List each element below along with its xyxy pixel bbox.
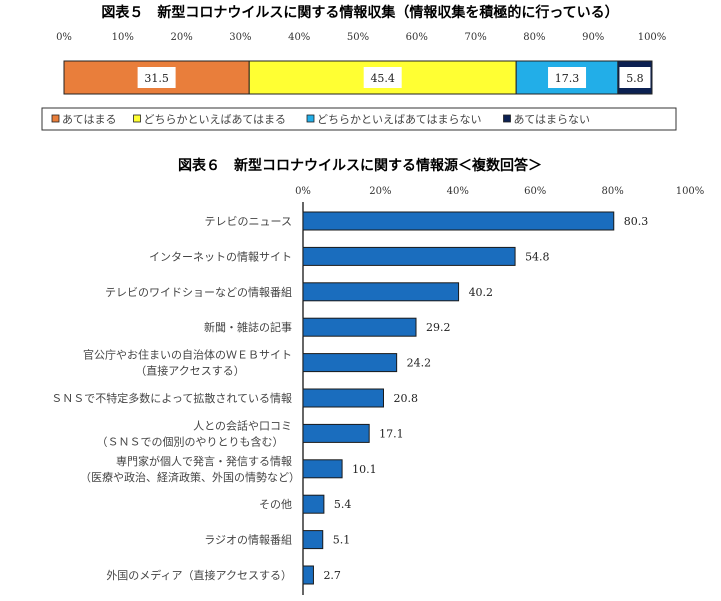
chart6-category-label: ラジオの情報番組 bbox=[204, 534, 292, 547]
chart6-data-label: 10.1 bbox=[352, 463, 377, 476]
chart6-category-label: 人との会話や口コミ bbox=[193, 418, 292, 432]
chart5-data-label: 31.5 bbox=[144, 72, 169, 85]
chart5-data-label-bg bbox=[619, 67, 651, 88]
chart5-data-label: 5.8 bbox=[626, 72, 644, 85]
chart5-data-label: 45.4 bbox=[370, 72, 395, 85]
chart5-tick-label: 70% bbox=[464, 32, 486, 43]
chart6-category-label: （医療や政治、経済政策、外国の情勢など） bbox=[80, 470, 300, 484]
chart6-category-label: テレビのニュース bbox=[205, 215, 292, 228]
chart6-data-label: 5.4 bbox=[334, 498, 352, 511]
chart6-data-label: 24.2 bbox=[407, 357, 432, 370]
chart6-category-label: 官公庁やお住まいの自治体のＷＥＢサイト bbox=[83, 348, 292, 362]
chart5-tick-label: 40% bbox=[288, 32, 310, 43]
legend-label: どちらかといえばあてはまる bbox=[144, 113, 287, 126]
chart6-bar bbox=[302, 423, 370, 443]
chart5-title: 図表５ 新型コロナウイルスに関する情報収集（情報収集を積極的に行っている） bbox=[101, 4, 618, 21]
chart5-tick-label: 80% bbox=[523, 32, 545, 43]
chart6-category-label: ＳＮＳで不特定多数によって拡散されている情報 bbox=[51, 391, 292, 405]
chart6-category-label: （ＳＮＳでの個別のやりとりも含む） bbox=[97, 434, 284, 448]
chart5-data-label-bg bbox=[363, 67, 402, 88]
chart6-tick-label: 0% bbox=[295, 186, 311, 197]
chart5-tick-label: 50% bbox=[347, 32, 369, 43]
chart6-category-label: テレビのワイドショーなどの情報番組 bbox=[105, 286, 292, 299]
chart5-tick-label: 10% bbox=[112, 32, 134, 43]
chart6-data-label: 2.7 bbox=[323, 569, 341, 582]
legend-label: あてはまらない bbox=[514, 113, 591, 126]
legend-swatch bbox=[306, 114, 315, 123]
chart6-data-label: 29.2 bbox=[426, 321, 451, 334]
chart6-data-label: 20.8 bbox=[393, 392, 418, 405]
chart6-tick-label: 60% bbox=[524, 186, 546, 197]
chart6-bar bbox=[302, 282, 460, 302]
chart5-data-label: 17.3 bbox=[555, 72, 580, 85]
chart6-data-label: 80.3 bbox=[624, 215, 649, 228]
chart6-category-label: その他 bbox=[259, 498, 292, 511]
chart5-data-label-bg bbox=[137, 67, 176, 88]
chart6-tick-label: 80% bbox=[601, 186, 623, 197]
chart6-category-label: （直接アクセスする） bbox=[135, 364, 244, 378]
chart6-bar bbox=[302, 211, 615, 231]
chart6-bar bbox=[302, 530, 324, 550]
chart6-tick-label: 100% bbox=[676, 186, 705, 197]
chart6-data-label: 40.2 bbox=[469, 286, 494, 299]
chart5-data-label-bg bbox=[548, 67, 587, 88]
chart6-bar bbox=[302, 246, 516, 266]
chart6-category-label: 新聞・雑誌の記事 bbox=[204, 320, 292, 334]
chart5-tick-label: 100% bbox=[638, 32, 667, 43]
chart5-tick-label: 60% bbox=[406, 32, 428, 43]
chart6-tick-label: 40% bbox=[447, 186, 469, 197]
chart6-data-label: 54.8 bbox=[525, 250, 550, 263]
chart6-bar bbox=[302, 388, 384, 408]
chart5-tick-label: 20% bbox=[170, 32, 192, 43]
chart6-bar bbox=[302, 317, 417, 337]
chart6-category-label: インターネットの情報サイト bbox=[149, 250, 292, 263]
chart6-category-label: 専門家が個人で発言・発信する情報 bbox=[116, 454, 292, 468]
legend-label: あてはまる bbox=[62, 113, 117, 126]
chart5-tick-label: 30% bbox=[229, 32, 251, 43]
legend-swatch bbox=[503, 114, 511, 123]
chart6-data-label: 17.1 bbox=[379, 427, 404, 440]
chart5-segment-1 bbox=[248, 60, 517, 95]
chart5-tick-label: 90% bbox=[582, 32, 604, 43]
legend-label: どちらかといえばあてはまらない bbox=[317, 113, 482, 126]
chart5-legend-box bbox=[41, 107, 677, 131]
chart6-bar bbox=[302, 353, 398, 373]
chart6-bar bbox=[302, 565, 314, 585]
legend-swatch bbox=[51, 114, 60, 123]
chart6-bar bbox=[302, 459, 343, 479]
chart6-bar bbox=[302, 494, 325, 514]
legend-swatch bbox=[133, 114, 141, 123]
chart6-title: 図表６ 新型コロナウイルスに関する情報源＜複数回答＞ bbox=[178, 157, 542, 174]
chart6-data-label: 5.1 bbox=[333, 534, 351, 547]
chart6-category-label: 外国のメディア（直接アクセスする） bbox=[106, 568, 292, 582]
chart6-tick-label: 20% bbox=[369, 186, 391, 197]
chart5-tick-label: 0% bbox=[56, 32, 72, 43]
